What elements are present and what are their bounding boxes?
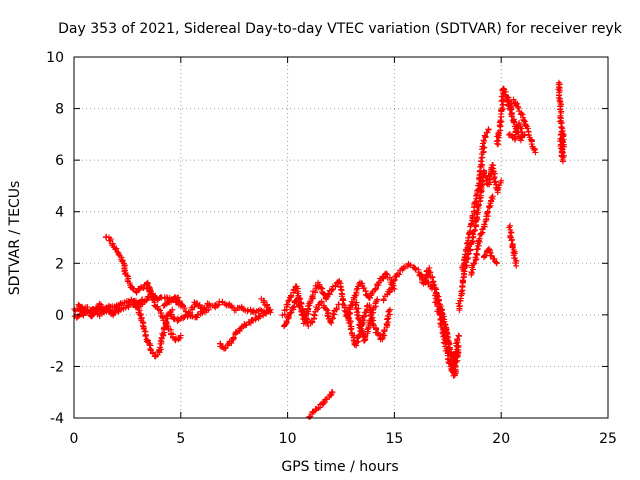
x-tick-label: 5 bbox=[176, 431, 185, 447]
x-axis-label: GPS time / hours bbox=[281, 459, 398, 475]
data-point-cluster bbox=[75, 300, 120, 320]
x-tick-label: 15 bbox=[385, 431, 403, 447]
data-point-cluster bbox=[143, 285, 184, 344]
data-point-cluster bbox=[459, 126, 492, 273]
x-tick-label: 20 bbox=[492, 431, 510, 447]
x-tick-label: 0 bbox=[70, 431, 79, 447]
data-point-cluster bbox=[258, 295, 274, 316]
y-tick-label: 10 bbox=[46, 50, 64, 66]
y-tick-label: 8 bbox=[55, 102, 64, 118]
data-point-cluster bbox=[468, 193, 496, 278]
y-tick-label: 4 bbox=[55, 205, 64, 221]
y-axis-label: SDTVAR / TECUs bbox=[7, 181, 23, 296]
data-point-cluster bbox=[130, 299, 176, 360]
data-point-cluster bbox=[455, 162, 505, 314]
y-tick-label: 6 bbox=[55, 153, 64, 169]
data-point-cluster bbox=[344, 302, 394, 349]
y-tick-label: -2 bbox=[50, 359, 64, 375]
data-point-cluster bbox=[279, 270, 398, 327]
data-point-cluster bbox=[281, 297, 342, 330]
data-point-cluster bbox=[352, 296, 381, 344]
data-point-cluster bbox=[167, 306, 212, 324]
data-point-cluster bbox=[506, 222, 520, 269]
axis-ticks: 0 5 10 15 20 25 -4 -2 0 2 4 6 8 10 bbox=[46, 50, 617, 447]
y-tick-label: -4 bbox=[50, 411, 64, 427]
plot-frame bbox=[73, 56, 609, 419]
data-point-cluster bbox=[505, 119, 526, 143]
y-tick-label: 2 bbox=[55, 256, 64, 272]
data-point-cluster bbox=[503, 94, 539, 156]
x-tick-label: 25 bbox=[599, 431, 617, 447]
chart-title: Day 353 of 2021, Sidereal Day-to-day VTE… bbox=[58, 21, 623, 37]
data-point-cluster bbox=[217, 306, 274, 352]
data-point-cluster bbox=[481, 245, 500, 267]
x-tick-label: 10 bbox=[279, 431, 297, 447]
data-point-cluster bbox=[306, 388, 336, 420]
data-point-cluster bbox=[555, 79, 567, 165]
y-tick-label: 0 bbox=[55, 308, 64, 324]
data-point-cluster bbox=[432, 292, 460, 375]
